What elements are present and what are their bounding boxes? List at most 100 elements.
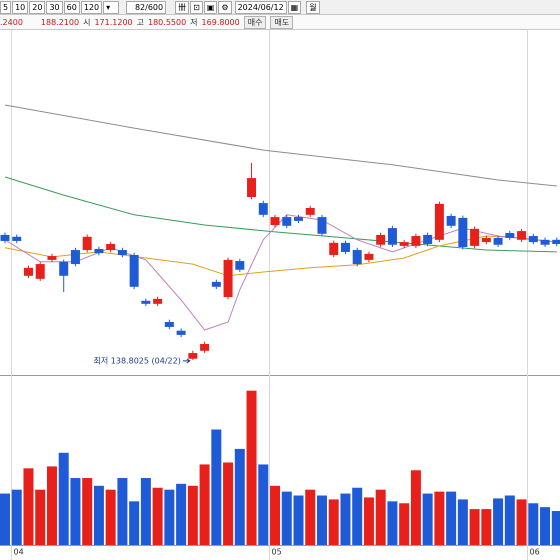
candle-body [12, 236, 22, 241]
period-button[interactable]: 5 [0, 0, 12, 14]
candle-body [211, 281, 221, 287]
volume-bar [493, 498, 504, 545]
candle-body [505, 233, 515, 238]
quote-label: 고 [136, 17, 144, 27]
volume-bar [129, 501, 140, 545]
candle-body [176, 330, 186, 335]
volume-bar [164, 489, 175, 545]
volume-bar [352, 487, 363, 545]
candle-body [411, 236, 421, 246]
volume-bar [305, 489, 316, 545]
candle-body [82, 236, 92, 251]
volume-bar [434, 491, 445, 545]
volume-bar [23, 468, 34, 545]
volume-bar [340, 493, 351, 545]
volume-bar [328, 499, 339, 545]
candle-body [329, 242, 339, 255]
volume-bar [551, 511, 560, 545]
volume-bar [35, 489, 46, 545]
volume-bar [0, 493, 10, 545]
tool-icon[interactable]: ▣ [203, 0, 218, 14]
candle-body [282, 217, 292, 226]
volume-bar [270, 485, 281, 545]
volume-bar [387, 501, 398, 545]
volume-bar [152, 487, 163, 545]
candle-body [117, 250, 127, 255]
dropdown[interactable]: ▾ [103, 0, 120, 14]
candle-body [141, 300, 151, 304]
tool-icon[interactable]: ⊡ [190, 0, 203, 14]
candle-body [458, 217, 468, 248]
candle-body [0, 234, 10, 241]
candle-body [387, 228, 397, 245]
volume-bar [540, 507, 551, 545]
toolbar: 5 10 20 30 60 120 ▾ 82/600 卌 ⊡ ▣ ⚙ 2024/… [0, 0, 560, 15]
volume-bar [528, 503, 539, 545]
tool-icon[interactable]: 卌 [175, 0, 190, 14]
candle-body [258, 203, 268, 215]
volume-bar [281, 491, 292, 545]
period-button[interactable]: 60 [63, 0, 80, 14]
candle-body [540, 239, 550, 245]
candle-body [481, 237, 491, 243]
candle-body [106, 243, 116, 251]
sell-button[interactable]: 매도 [270, 15, 294, 29]
candle-body [340, 242, 350, 252]
volume-bar [93, 485, 104, 545]
candle-body [223, 259, 233, 298]
volume-bar [363, 497, 374, 545]
candle-body [247, 178, 257, 198]
volume-bar [469, 509, 480, 545]
period-button[interactable]: 20 [29, 0, 46, 14]
candle-body [23, 267, 33, 276]
unit-button[interactable]: 월 [306, 0, 320, 14]
buy-button[interactable]: 매수 [243, 15, 267, 29]
volume-bar [223, 462, 234, 545]
candle-body [376, 234, 386, 245]
period-button[interactable]: 30 [46, 0, 63, 14]
candle-body [59, 261, 69, 276]
candle-body [528, 236, 538, 243]
volume-bar [293, 495, 304, 545]
volume-bar [504, 495, 515, 545]
volume-bar [70, 478, 81, 545]
volume-bar [58, 452, 69, 545]
annotation: 최저 138.8025 (04/22) [94, 355, 181, 365]
candle-body [493, 237, 503, 245]
count-box[interactable]: 82/600 [126, 0, 167, 14]
moving-average [4, 104, 557, 187]
volume-bar [199, 464, 210, 545]
x-tick-label: 06 [530, 548, 540, 557]
quote-value: 171.1200 [94, 17, 133, 27]
quote-value: 188.2100 [40, 17, 80, 27]
quote-bar: .2400 188.2100 시 171.1200 고 180.5500 저 1… [0, 15, 560, 30]
quote-value: 180.5500 [148, 17, 187, 27]
quote-label: 저 [190, 17, 198, 27]
date-box[interactable]: 2024/06/12 [234, 0, 287, 14]
candle-body [552, 239, 560, 244]
period-button[interactable]: 10 [12, 0, 29, 14]
volume-bar [446, 491, 457, 545]
volume-bar [211, 429, 222, 545]
candle-body [94, 248, 104, 254]
candle-body [200, 343, 210, 351]
candle-body [317, 217, 327, 234]
quote-label: 시 [83, 17, 91, 27]
tool-icon[interactable]: ⚙ [218, 0, 232, 14]
volume-bar [422, 493, 433, 545]
volume-bar [46, 466, 57, 545]
candle-body [70, 250, 80, 265]
x-tick-label: 04 [14, 548, 24, 557]
volume-bar [316, 495, 327, 545]
candle-body [47, 256, 57, 260]
volume-bar [410, 470, 421, 545]
quote-value: .2400 [0, 17, 23, 27]
period-button[interactable]: 120 [80, 0, 103, 14]
calendar[interactable]: ▦ [287, 0, 302, 14]
candle-body [188, 353, 198, 359]
volume-bar [234, 448, 245, 545]
volume-bar [187, 485, 198, 545]
candle-body [423, 234, 433, 244]
x-tick-label: 05 [272, 548, 282, 557]
